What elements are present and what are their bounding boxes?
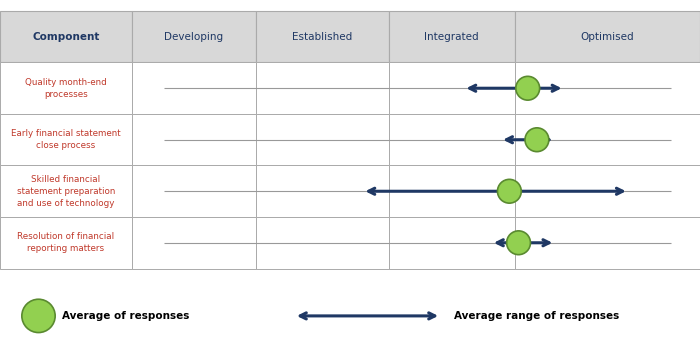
Ellipse shape xyxy=(22,299,55,332)
Text: Developing: Developing xyxy=(164,32,223,41)
Bar xyxy=(389,62,514,114)
Bar xyxy=(0,114,132,165)
Bar xyxy=(0,217,132,269)
Bar xyxy=(514,217,700,269)
Bar xyxy=(132,11,256,62)
Text: Integrated: Integrated xyxy=(424,32,479,41)
Ellipse shape xyxy=(498,179,522,203)
Bar xyxy=(132,62,256,114)
Bar xyxy=(0,11,132,62)
Bar xyxy=(514,62,700,114)
Ellipse shape xyxy=(507,231,531,255)
Ellipse shape xyxy=(525,128,549,152)
Text: Skilled financial
statement preparation
and use of technology: Skilled financial statement preparation … xyxy=(17,175,115,207)
Bar xyxy=(256,166,388,217)
Ellipse shape xyxy=(516,76,540,100)
Bar xyxy=(514,11,700,62)
Bar xyxy=(132,114,256,165)
Bar xyxy=(132,166,256,217)
Text: Quality month-end
processes: Quality month-end processes xyxy=(25,78,106,99)
Bar xyxy=(514,166,700,217)
Bar xyxy=(256,217,388,269)
Text: Optimised: Optimised xyxy=(580,32,634,41)
Bar xyxy=(0,62,132,114)
Text: Average of responses: Average of responses xyxy=(62,311,189,321)
Text: Average range of responses: Average range of responses xyxy=(454,311,619,321)
Bar xyxy=(0,166,132,217)
Bar xyxy=(389,114,514,165)
Text: Resolution of financial
reporting matters: Resolution of financial reporting matter… xyxy=(18,232,114,253)
Text: Component: Component xyxy=(32,32,99,41)
Text: Early financial statement
close process: Early financial statement close process xyxy=(11,129,120,150)
Bar xyxy=(256,11,388,62)
Bar xyxy=(389,166,514,217)
Bar xyxy=(389,217,514,269)
Bar xyxy=(256,114,388,165)
Bar xyxy=(514,114,700,165)
Bar xyxy=(256,62,388,114)
Bar xyxy=(132,217,256,269)
Bar xyxy=(389,11,514,62)
Text: Established: Established xyxy=(292,32,352,41)
